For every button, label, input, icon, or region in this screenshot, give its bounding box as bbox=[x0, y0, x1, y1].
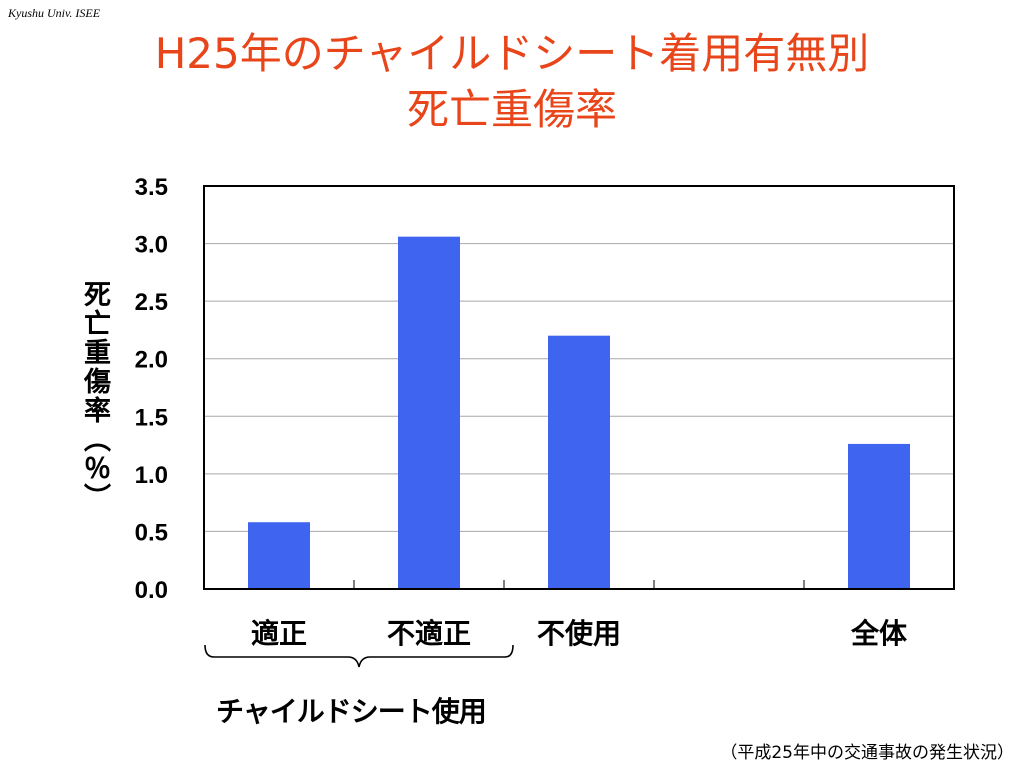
bar bbox=[398, 236, 460, 590]
group-label: チャイルドシート使用 bbox=[216, 695, 487, 728]
y-tick-label: 2.0 bbox=[135, 347, 168, 374]
y-tick-label: 0.0 bbox=[135, 577, 168, 604]
plot-frame bbox=[203, 185, 955, 590]
y-tick-label: 3.5 bbox=[135, 174, 168, 201]
x-category-label: 適正 bbox=[251, 617, 307, 650]
x-category-label: 不適正 bbox=[387, 617, 471, 650]
page-subtitle: 死亡重傷率 bbox=[406, 85, 617, 134]
y-tick-label: 1.0 bbox=[135, 462, 168, 489]
bar bbox=[248, 522, 310, 589]
y-tick-label: 1.5 bbox=[135, 404, 168, 431]
x-category-label: 全体 bbox=[850, 617, 908, 650]
bar bbox=[548, 335, 610, 589]
x-category-label: 不使用 bbox=[537, 617, 621, 650]
source-note: （平成25年中の交通事故の発生状況） bbox=[720, 743, 1014, 763]
y-tick-label: 3.0 bbox=[135, 232, 168, 259]
y-axis-label: 死亡重傷率（％） bbox=[79, 280, 110, 512]
group-brace bbox=[204, 644, 514, 668]
source-label: Kyushu Univ. ISEE bbox=[8, 6, 101, 20]
page-title: H25年のチャイルドシート着用有無別 bbox=[154, 29, 870, 78]
bar bbox=[848, 443, 910, 589]
y-tick-label: 0.5 bbox=[135, 519, 168, 546]
y-tick-label: 2.5 bbox=[135, 289, 168, 316]
